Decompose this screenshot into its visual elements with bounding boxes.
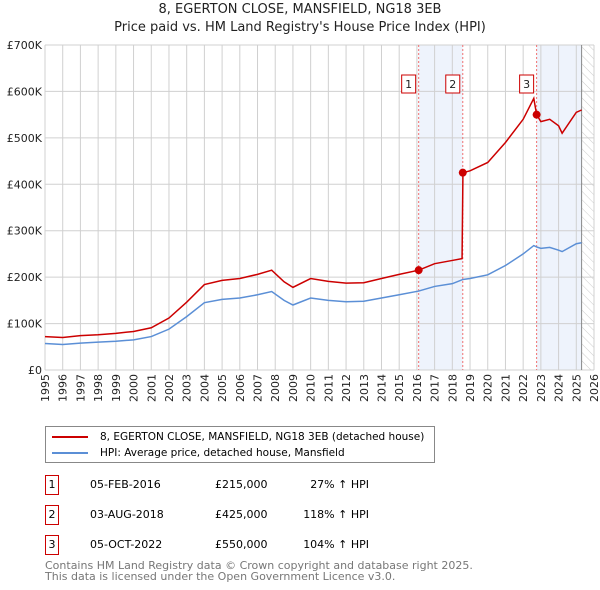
sale-hpi-diff: 104% ↑ HPI <box>303 538 369 551</box>
x-tick-label: 2012 <box>340 374 353 402</box>
shade-region <box>418 45 463 370</box>
sale-marker: 2 <box>45 505 59 525</box>
sale-price: £425,000 <box>215 508 268 521</box>
sale-date: 05-FEB-2016 <box>90 478 161 491</box>
x-tick-label: 2023 <box>535 374 548 402</box>
sale-marker: 3 <box>45 535 59 555</box>
x-tick-label: 2003 <box>181 374 194 402</box>
footer-line-2: This data is licensed under the Open Gov… <box>45 570 396 583</box>
x-tick-label: 2002 <box>163 374 176 402</box>
x-tick-label: 1999 <box>110 374 123 402</box>
x-tick-label: 2024 <box>553 374 566 402</box>
sale-date: 03-AUG-2018 <box>90 508 164 521</box>
y-tick-label: £300K <box>7 225 43 238</box>
sale-hpi-diff: 27% ↑ HPI <box>310 478 369 491</box>
legend-swatch-hpi <box>52 452 88 454</box>
x-tick-label: 1998 <box>92 374 105 402</box>
x-tick-label: 2020 <box>482 374 495 402</box>
y-tick-label: £100K <box>7 318 43 331</box>
x-tick-label: 2008 <box>269 374 282 402</box>
sale-label: 3 <box>523 78 530 91</box>
chart-title: 8, EGERTON CLOSE, MANSFIELD, NG18 3EB <box>158 2 442 17</box>
sale-hpi-diff: 118% ↑ HPI <box>303 508 369 521</box>
sale-marker: 1 <box>45 475 59 495</box>
sale-price: £215,000 <box>215 478 268 491</box>
legend-label-property: 8, EGERTON CLOSE, MANSFIELD, NG18 3EB (d… <box>100 431 425 443</box>
x-tick-label: 2011 <box>322 374 335 402</box>
x-tick-label: 1995 <box>39 374 52 402</box>
x-tick-label: 2004 <box>198 374 211 402</box>
x-tick-label: 2016 <box>411 374 424 402</box>
x-tick-label: 2001 <box>145 374 158 402</box>
x-tick-label: 2017 <box>429 374 442 402</box>
x-tick-label: 2022 <box>517 374 530 402</box>
legend-swatch-property <box>52 436 88 438</box>
y-tick-label: £200K <box>7 271 43 284</box>
forecast-hatch <box>581 45 594 370</box>
sale-point <box>414 266 423 275</box>
y-tick-label: £400K <box>7 178 43 191</box>
sale-label-box <box>445 74 461 94</box>
sale-label: 2 <box>449 78 456 91</box>
sale-price: £550,000 <box>215 538 268 551</box>
x-tick-label: 2025 <box>570 374 583 402</box>
sale-row: 3 05-OCT-2022 £550,000 104% ↑ HPI <box>45 535 445 555</box>
sale-label-box <box>401 74 417 94</box>
y-tick-label: £700K <box>7 39 43 52</box>
sale-row: 1 05-FEB-2016 £215,000 27% ↑ HPI <box>45 475 445 495</box>
x-tick-label: 2014 <box>375 374 388 402</box>
x-tick-label: 2007 <box>252 374 265 402</box>
sale-label-box <box>519 74 535 94</box>
shade-region <box>536 45 582 370</box>
x-tick-label: 2009 <box>287 374 300 402</box>
x-tick-label: 2019 <box>464 374 477 402</box>
footer: Contains HM Land Registry data © Crown c… <box>45 560 473 582</box>
footer-line-1: Contains HM Land Registry data © Crown c… <box>45 559 473 572</box>
x-tick-label: 2013 <box>358 374 371 402</box>
x-tick-label: 2006 <box>234 374 247 402</box>
legend-label-hpi: HPI: Average price, detached house, Mans… <box>100 447 345 459</box>
x-tick-label: 1996 <box>57 374 70 402</box>
property-line <box>44 96 582 339</box>
sale-label: 1 <box>405 78 412 91</box>
sale-date: 05-OCT-2022 <box>90 538 163 551</box>
y-tick-label: £500K <box>7 132 43 145</box>
hpi-line <box>44 242 582 346</box>
x-tick-label: 1997 <box>74 374 87 402</box>
chart-subtitle: Price paid vs. HM Land Registry's House … <box>114 20 486 35</box>
x-tick-label: 2010 <box>305 374 318 402</box>
x-tick-label: 2005 <box>216 374 229 402</box>
legend: 8, EGERTON CLOSE, MANSFIELD, NG18 3EB (d… <box>45 426 435 463</box>
sale-row: 2 03-AUG-2018 £425,000 118% ↑ HPI <box>45 505 445 525</box>
plot-area: 1995 1996 1997 1998 1999 2000 2001 2002 2003 2004… <box>7 39 600 402</box>
x-tick-label: 2021 <box>499 374 512 402</box>
y-tick-label: £600K <box>7 85 43 98</box>
x-tick-label: 2026 <box>588 374 600 402</box>
x-tick-label: 2000 <box>128 374 141 402</box>
sale-point <box>532 110 541 119</box>
sale-point <box>458 168 467 177</box>
y-tick-label: £0 <box>28 364 42 377</box>
x-tick-label: 2018 <box>446 374 459 402</box>
x-tick-label: 2015 <box>393 374 406 402</box>
